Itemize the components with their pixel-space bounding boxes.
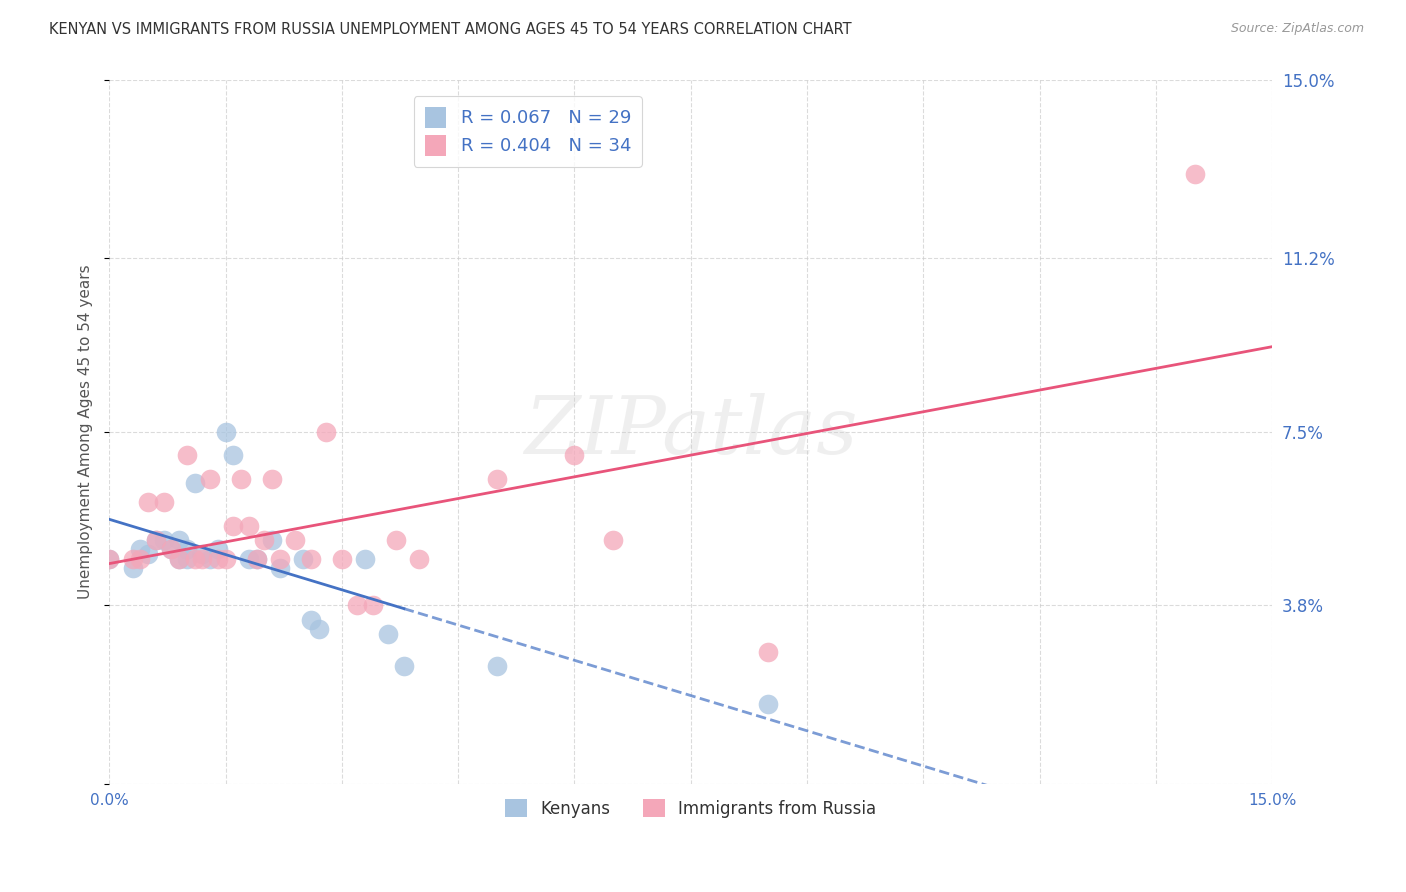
Point: [408, 551, 430, 566]
Point: [121, 561, 143, 575]
Point: [152, 533, 174, 547]
Point: [152, 495, 174, 509]
Point: [167, 551, 190, 566]
Point: [167, 533, 190, 547]
Point: [98, 551, 121, 566]
Point: [564, 448, 586, 462]
Point: [262, 472, 284, 486]
Point: [222, 448, 245, 462]
Point: [214, 551, 236, 566]
Point: [160, 542, 183, 557]
Point: [292, 551, 315, 566]
Point: [245, 551, 267, 566]
Point: [315, 425, 337, 439]
Legend: Kenyans, Immigrants from Russia: Kenyans, Immigrants from Russia: [498, 793, 883, 825]
Point: [136, 495, 159, 509]
Text: Source: ZipAtlas.com: Source: ZipAtlas.com: [1230, 22, 1364, 36]
Point: [214, 425, 236, 439]
Point: [198, 472, 221, 486]
Point: [330, 551, 353, 566]
Text: KENYAN VS IMMIGRANTS FROM RUSSIA UNEMPLOYMENT AMONG AGES 45 TO 54 YEARS CORRELAT: KENYAN VS IMMIGRANTS FROM RUSSIA UNEMPLO…: [49, 22, 852, 37]
Y-axis label: Unemployment Among Ages 45 to 54 years: Unemployment Among Ages 45 to 54 years: [79, 265, 93, 599]
Point: [207, 542, 229, 557]
Point: [485, 659, 508, 673]
Point: [183, 476, 205, 491]
Point: [176, 542, 198, 557]
Point: [602, 533, 624, 547]
Point: [160, 542, 183, 557]
Point: [207, 551, 229, 566]
Point: [299, 551, 322, 566]
Point: [129, 542, 152, 557]
Point: [392, 659, 415, 673]
Point: [756, 697, 779, 711]
Point: [167, 551, 190, 566]
Point: [229, 472, 252, 486]
Point: [354, 551, 377, 566]
Point: [145, 533, 167, 547]
Point: [284, 533, 307, 547]
Point: [145, 533, 167, 547]
Text: ZIPatlas: ZIPatlas: [524, 393, 858, 471]
Point: [176, 551, 198, 566]
Point: [485, 472, 508, 486]
Point: [238, 518, 260, 533]
Point: [269, 551, 291, 566]
Point: [176, 448, 198, 462]
Point: [191, 547, 214, 561]
Point: [238, 551, 260, 566]
Point: [361, 599, 384, 613]
Point: [198, 551, 221, 566]
Point: [183, 551, 205, 566]
Point: [262, 533, 284, 547]
Point: [121, 551, 143, 566]
Point: [377, 626, 399, 640]
Point: [98, 551, 121, 566]
Point: [136, 547, 159, 561]
Point: [191, 551, 214, 566]
Point: [129, 551, 152, 566]
Point: [756, 645, 779, 659]
Point: [299, 613, 322, 627]
Point: [385, 533, 408, 547]
Point: [308, 622, 330, 636]
Point: [245, 551, 267, 566]
Point: [253, 533, 276, 547]
Point: [269, 561, 291, 575]
Point: [1184, 167, 1206, 181]
Point: [222, 518, 245, 533]
Point: [346, 599, 368, 613]
